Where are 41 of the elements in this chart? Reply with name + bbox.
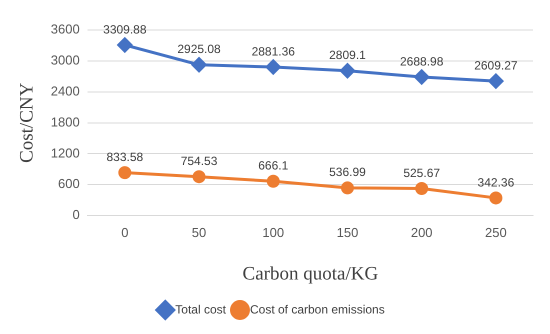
point bbox=[340, 181, 354, 194]
data-label: 2688.98 bbox=[400, 54, 444, 68]
x-axis-title: Carbon quota/KG bbox=[242, 264, 378, 285]
point bbox=[192, 57, 207, 72]
point bbox=[340, 63, 355, 78]
y-tick-label: 2400 bbox=[50, 83, 80, 98]
x-tick-label: 200 bbox=[410, 224, 433, 240]
x-tick-label: 150 bbox=[336, 224, 358, 240]
y-tick-label: 0 bbox=[72, 207, 80, 222]
data-label: 754.53 bbox=[180, 154, 218, 168]
point bbox=[117, 37, 132, 52]
data-label: 2881.36 bbox=[252, 44, 296, 58]
data-label: 833.58 bbox=[106, 150, 144, 164]
x-tick-label: 50 bbox=[192, 224, 206, 240]
point bbox=[266, 60, 281, 75]
data-label: 525.67 bbox=[403, 166, 440, 180]
data-label: 666.1 bbox=[258, 158, 289, 173]
y-tick-label: 3600 bbox=[50, 22, 80, 37]
legend-label: Cost of carbon emissions bbox=[250, 302, 385, 316]
point bbox=[415, 182, 428, 195]
data-label: 2609.27 bbox=[474, 58, 518, 72]
point bbox=[266, 174, 280, 188]
data-label: 3309.88 bbox=[103, 22, 147, 36]
x-tick-label: 250 bbox=[485, 224, 507, 240]
point bbox=[414, 69, 430, 84]
y-tick-label: 1800 bbox=[50, 114, 80, 130]
point bbox=[488, 74, 504, 89]
point bbox=[489, 191, 502, 204]
data-label: 536.99 bbox=[329, 165, 366, 180]
legend-label: Total cost bbox=[175, 302, 227, 316]
data-label: 2809.1 bbox=[329, 48, 366, 62]
data-label: 2925.08 bbox=[177, 42, 222, 56]
y-tick-label: 600 bbox=[58, 176, 80, 192]
point bbox=[192, 170, 206, 184]
point bbox=[118, 166, 132, 180]
y-tick-label: 3000 bbox=[50, 52, 80, 68]
y-axis-title: Cost/CNY bbox=[16, 82, 38, 163]
x-tick-label: 0 bbox=[121, 224, 128, 240]
x-tick-label: 100 bbox=[262, 224, 284, 240]
data-label: 342.36 bbox=[478, 175, 515, 190]
y-tick-label: 1200 bbox=[50, 145, 80, 160]
